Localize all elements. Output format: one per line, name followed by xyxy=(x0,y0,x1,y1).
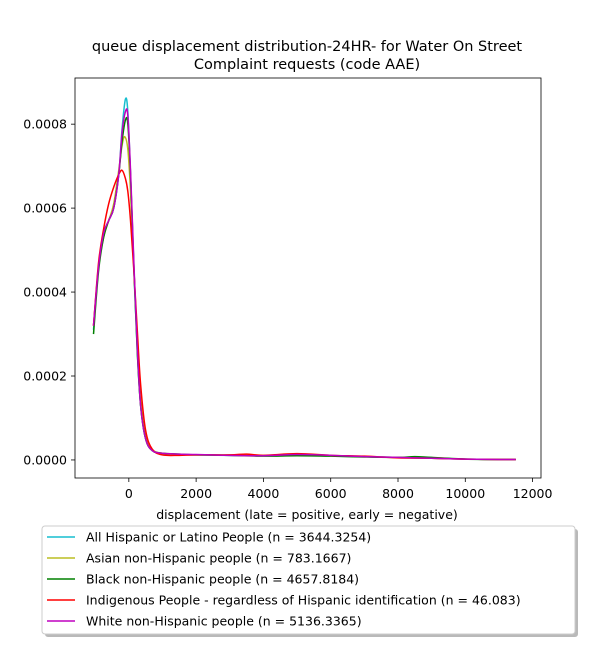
y-tick-label: 0.0004 xyxy=(23,285,67,300)
legend-entry-label: Indigenous People - regardless of Hispan… xyxy=(86,593,521,608)
series-line-2 xyxy=(92,116,516,461)
x-tick-label: 8000 xyxy=(382,486,414,501)
y-tick-label: 0.0002 xyxy=(23,369,67,384)
y-tick-label: 0.0000 xyxy=(23,452,67,467)
y-tick-label: 0.0006 xyxy=(23,201,67,216)
x-tick-label: 0 xyxy=(125,486,133,501)
series-line-4 xyxy=(92,108,516,461)
series-line-3 xyxy=(92,169,516,461)
x-tick-label: 10000 xyxy=(445,486,485,501)
legend: All Hispanic or Latino People (n = 3644.… xyxy=(41,525,578,637)
x-tick-label: 2000 xyxy=(180,486,212,501)
x-axis-label: displacement (late = positive, early = n… xyxy=(156,507,458,522)
chart-title-line-2: Complaint requests (code AAE) xyxy=(194,57,420,73)
legend-entry-label: White non-Hispanic people (n = 5136.3365… xyxy=(86,614,362,629)
series-line-0 xyxy=(92,97,516,461)
legend-entry-label: Black non-Hispanic people (n = 4657.8184… xyxy=(86,572,359,587)
x-tick-label: 6000 xyxy=(315,486,347,501)
series-line-1 xyxy=(92,135,516,461)
plot-area: 0 2000 4000 6000 8000 10000 12000 0.0000 0.0002 0… xyxy=(23,77,553,501)
chart-title-line-1: queue displacement distribution-24HR- fo… xyxy=(92,39,523,55)
x-tick-label: 4000 xyxy=(248,486,280,501)
legend-entry-label: All Hispanic or Latino People (n = 3644.… xyxy=(86,530,371,545)
axes-frame xyxy=(74,77,542,479)
y-tick-label: 0.0008 xyxy=(23,117,67,132)
legend-entry-label: Asian non-Hispanic people (n = 783.1667) xyxy=(86,551,351,566)
legend-box xyxy=(41,525,576,635)
x-tick-label: 12000 xyxy=(513,486,553,501)
